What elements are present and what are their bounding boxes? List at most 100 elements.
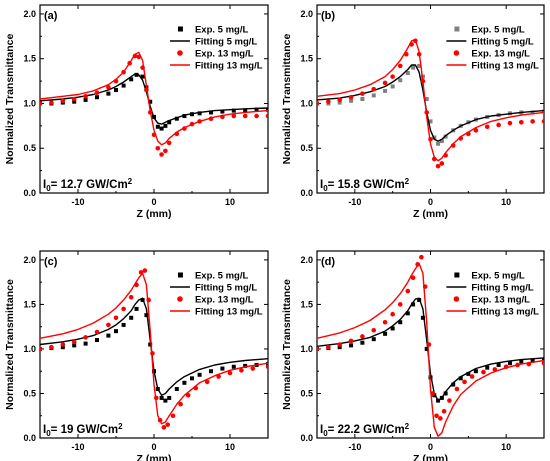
- panel-b-point-exp-5-mg-l: [383, 88, 388, 93]
- panel-d-point-exp-5-mg-l: [530, 358, 535, 363]
- panel-a-point-exp-13-mg-l: [49, 100, 54, 105]
- panel-b-data: [317, 38, 544, 169]
- panel-d-xtick-label: 0: [428, 442, 433, 452]
- panel-a-point-exp-13-mg-l: [155, 145, 161, 151]
- panel-a-point-exp-13-mg-l: [159, 152, 164, 157]
- panel-a-ytick-label: 2.0: [23, 9, 36, 19]
- panel-b-ytick-label: 1.0: [300, 98, 313, 108]
- panel-a-point-exp-5-mg-l: [106, 91, 111, 96]
- panel-d-point-exp-13-mg-l: [469, 374, 475, 379]
- panel-c-point-exp-13-mg-l: [40, 346, 43, 352]
- panel-d-legend-text: Fitting 13 mg/L: [471, 307, 539, 318]
- panel-a-point-exp-5-mg-l: [121, 83, 126, 88]
- panel-d-point-exp-5-mg-l: [405, 311, 410, 316]
- panel-a-point-exp-5-mg-l: [266, 107, 268, 112]
- panel-d-legend-swatch-exp-13-mg-l: [453, 296, 460, 302]
- panel-a-intensity-sup: 2: [128, 177, 133, 186]
- panel-d-legend-text: Exp. 5 mg/L: [471, 271, 525, 282]
- panel-a-ytick-label: 1.5: [23, 54, 36, 64]
- panel-b-point-exp-13-mg-l: [326, 99, 331, 104]
- panel-d-point-exp-13-mg-l: [390, 311, 395, 317]
- panel-c-ytick-label: 2.0: [23, 255, 36, 265]
- panel-c-intensity-value: = 19 GW/Cm: [51, 424, 118, 436]
- panel-a-ytick-label: 1.0: [23, 98, 36, 108]
- panel-d-point-exp-5-mg-l: [432, 393, 437, 398]
- panel-a-label: (a): [44, 10, 58, 22]
- panel-c-point-exp-13-mg-l: [142, 268, 148, 273]
- panel-b-legend-swatch-exp-5-mg-l: [454, 26, 460, 32]
- panel-d-point-exp-13-mg-l: [371, 327, 377, 333]
- panel-b-label: (b): [321, 10, 335, 22]
- panel-c-xtick-label: 0: [151, 442, 156, 452]
- panel-d-point-exp-5-mg-l: [485, 365, 490, 370]
- panel-a-point-exp-5-mg-l: [155, 124, 160, 129]
- panel-c-intensity: I0= 19 GW/Cm2: [43, 422, 123, 438]
- panel-c-intensity-prefix: I: [43, 424, 46, 436]
- panel-a-point-exp-5-mg-l: [83, 97, 88, 102]
- panel-b-ytick-label: 2.0: [300, 9, 313, 19]
- panel-b-legend-text: Fitting 13 mg/L: [471, 61, 539, 72]
- panel-c-ytick-label: 0.5: [23, 388, 36, 398]
- panel-a-xtick-label: 0: [151, 197, 156, 207]
- panel-b-point-exp-5-mg-l: [428, 119, 433, 124]
- panel-d-ytick-label: 1.5: [300, 299, 313, 309]
- panel-d-point-exp-5-mg-l: [390, 326, 395, 331]
- panel-a-ylabel: Normalized Transmittance: [4, 33, 16, 164]
- panel-b-point-exp-5-mg-l: [411, 65, 416, 70]
- panel-b-point-exp-5-mg-l: [436, 141, 441, 146]
- panel-c-point-exp-5-mg-l: [197, 372, 202, 377]
- panel-b-ylabel: Normalized Transmittance: [281, 33, 293, 164]
- panel-d-point-exp-13-mg-l: [326, 344, 331, 350]
- panel-d-point-exp-5-mg-l: [337, 345, 342, 350]
- panel-b-point-exp-5-mg-l: [337, 100, 342, 105]
- panel-a-point-exp-5-mg-l: [209, 110, 213, 115]
- panel-d-point-exp-5-mg-l: [349, 343, 354, 348]
- panel-c-label: (c): [44, 256, 58, 268]
- panel-b-point-exp-13-mg-l: [390, 74, 395, 79]
- panel-b-point-exp-5-mg-l: [405, 71, 410, 76]
- panel-d-point-exp-5-mg-l: [383, 331, 388, 336]
- panel-a-legend-text: Exp. 13 mg/L: [195, 49, 254, 60]
- panel-c-xtick-label: -10: [71, 442, 84, 452]
- panel-c-point-exp-13-mg-l: [185, 392, 191, 398]
- panel-a-xlabel: Z (mm): [137, 208, 172, 220]
- panel-b-xtick-label: -10: [348, 197, 361, 207]
- panel-b-point-exp-13-mg-l: [519, 119, 524, 125]
- panel-c-point-exp-5-mg-l: [163, 398, 168, 403]
- panel-c-xlabel: Z (mm): [137, 453, 172, 461]
- panel-a-point-exp-13-mg-l: [231, 113, 237, 119]
- panel-a-intensity-sub: 0: [46, 184, 51, 193]
- panel-a-point-exp-13-mg-l: [106, 85, 111, 90]
- panel-a-intensity: I0= 12.7 GW/Cm2: [43, 177, 133, 193]
- panel-c-point-exp-13-mg-l: [49, 344, 54, 350]
- panel-a-xtick-label: 10: [225, 197, 235, 207]
- panel-c-point-exp-13-mg-l: [83, 335, 88, 340]
- panel-d-point-exp-13-mg-l: [382, 319, 388, 325]
- panel-d-point-exp-13-mg-l: [438, 416, 443, 421]
- panel-c-point-exp-5-mg-l: [114, 329, 118, 334]
- panel-c-point-exp-5-mg-l: [220, 366, 225, 371]
- panel-c-point-exp-13-mg-l: [204, 379, 210, 385]
- panel-d-ytick-label: 2.0: [300, 255, 313, 265]
- panel-d-intensity-sub: 0: [323, 429, 328, 438]
- panel-d-point-exp-5-mg-l: [360, 340, 365, 345]
- panel-d-point-exp-5-mg-l: [398, 320, 403, 325]
- panel-a-xtick-label: -10: [71, 197, 84, 207]
- panel-c-legend-text: Exp. 13 mg/L: [195, 295, 254, 306]
- panel-a-series-fitting-13-mg-l: [40, 51, 268, 146]
- panel-d-ylabel: Normalized Transmittance: [281, 279, 293, 410]
- panel-a-legend-text: Exp. 5 mg/L: [195, 25, 249, 36]
- panel-a-point-exp-5-mg-l: [243, 108, 248, 113]
- panel-a-point-exp-5-mg-l: [72, 99, 77, 104]
- panel-d-point-exp-13-mg-l: [441, 408, 447, 414]
- panel-d-point-exp-5-mg-l: [473, 369, 478, 374]
- panel-a-point-exp-5-mg-l: [220, 109, 225, 114]
- panel-a-point-exp-5-mg-l: [148, 99, 153, 104]
- panel-b-point-exp-13-mg-l: [439, 161, 445, 166]
- panel-a-legend-swatch-exp-5-mg-l: [177, 26, 183, 32]
- panel-b-point-exp-13-mg-l: [496, 122, 501, 128]
- panel-b-point-exp-13-mg-l: [507, 120, 513, 126]
- panel-d: 0.0 0.5 1.0 1.5 2.0 -10 0 10 Z (mm) Normalized Tr…: [281, 250, 545, 461]
